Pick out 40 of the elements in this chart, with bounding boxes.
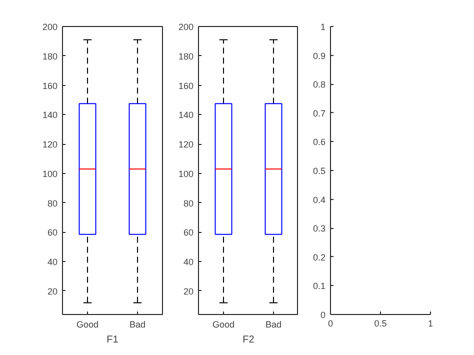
y-tick-label: 180	[42, 51, 58, 62]
x-axis-title: F2	[242, 334, 255, 346]
y-tick-label: 0.3	[312, 224, 326, 234]
y-tick-label: 120	[42, 140, 58, 150]
y-tick-label: 60	[183, 228, 194, 238]
y-tick-label: 120	[178, 140, 194, 150]
y-tick-label: 100	[42, 168, 58, 179]
x-tick-label: 0.5	[374, 318, 387, 328]
y-tick-label: 180	[178, 51, 194, 62]
y-tick-label: 140	[42, 110, 58, 120]
y-tick-label: 0.1	[312, 281, 326, 292]
y-tick-label: 0.4	[312, 194, 326, 205]
x-tick-label: 0	[328, 318, 334, 328]
y-tick-label: 160	[178, 80, 194, 91]
y-tick-label: 200	[178, 22, 194, 32]
y-tick-label: 0.8	[312, 80, 326, 90]
x-tick-label: Good	[212, 320, 235, 330]
x-axis-title: F1	[106, 334, 119, 346]
y-tick-label: 20	[47, 286, 58, 296]
y-tick-label: 40	[47, 257, 58, 268]
y-tick-label: 0.2	[312, 252, 326, 262]
y-tick-label: 0.9	[312, 50, 326, 61]
x-tick-label: 1	[428, 318, 434, 328]
y-tick-label: 1	[320, 22, 326, 32]
y-tick-label: 0	[320, 310, 326, 320]
y-tick-label: 160	[42, 80, 58, 91]
y-tick-label: 0.7	[312, 108, 326, 118]
y-tick-label: 80	[47, 198, 58, 208]
y-tick-label: 200	[42, 22, 58, 32]
x-tick-label: Bad	[265, 320, 282, 330]
y-tick-label: 40	[183, 257, 194, 268]
y-tick-label: 0.5	[312, 166, 326, 176]
y-tick-label: 100	[178, 168, 194, 179]
y-tick-label: 140	[178, 110, 194, 120]
y-tick-label: 80	[183, 198, 194, 208]
y-tick-label: 0.6	[312, 137, 326, 148]
x-tick-label: Bad	[129, 320, 146, 330]
y-tick-label: 60	[47, 228, 58, 238]
y-tick-label: 20	[183, 286, 194, 296]
x-tick-label: Good	[76, 320, 99, 330]
